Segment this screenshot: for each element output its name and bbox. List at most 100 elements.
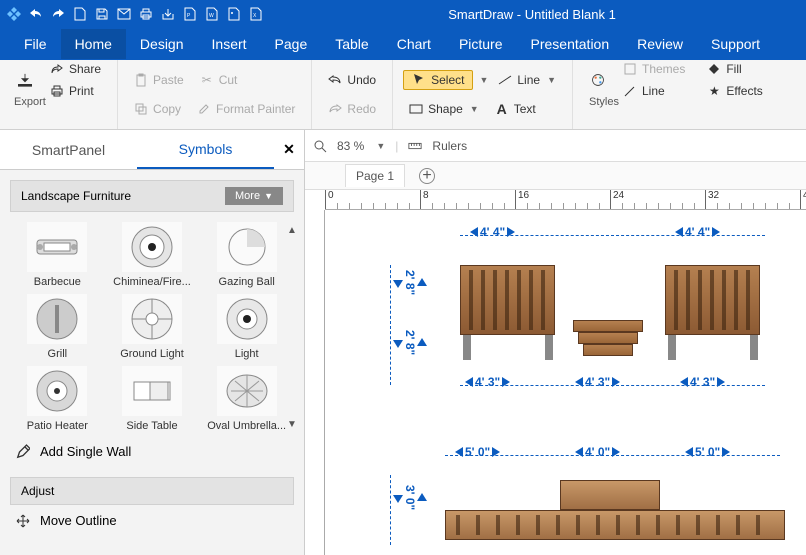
excel-icon[interactable]: X: [248, 6, 264, 22]
symbol-label: Grill: [48, 348, 68, 360]
scroll-down-icon[interactable]: ▼: [284, 416, 300, 432]
export-label: Export: [14, 96, 107, 108]
symbol-light[interactable]: Light: [199, 294, 294, 360]
cut-label: Cut: [219, 73, 238, 87]
ribbon-group-file: Share Print Export: [0, 60, 118, 129]
select-caret[interactable]: ▼: [479, 75, 488, 85]
dim-line: [390, 265, 391, 385]
share-button[interactable]: Share: [44, 59, 107, 79]
tab-smartpanel[interactable]: SmartPanel: [0, 130, 137, 169]
close-panel-button[interactable]: ✕: [274, 130, 304, 169]
undo-button[interactable]: Undo: [322, 70, 382, 90]
dim-line: [390, 475, 391, 545]
pencil-icon: [16, 445, 30, 459]
tab-symbols[interactable]: Symbols: [137, 130, 274, 169]
select-button[interactable]: Select: [403, 70, 473, 90]
share-icon: [50, 62, 64, 76]
shape-label: Shape: [428, 102, 463, 116]
smartpanel-tabs: SmartPanel Symbols ✕: [0, 130, 304, 170]
undo-label: Undo: [347, 73, 376, 87]
line-tool-button[interactable]: Line▼: [492, 70, 562, 90]
print-icon[interactable]: [138, 6, 154, 22]
symbol-grill[interactable]: Grill: [10, 294, 105, 360]
menu-home[interactable]: Home: [61, 29, 126, 59]
dim-5-0-2: 5' 0": [685, 445, 730, 459]
rulers-label[interactable]: Rulers: [432, 139, 467, 153]
symbol-barbecue[interactable]: Barbecue: [10, 222, 105, 288]
menu-insert[interactable]: Insert: [198, 29, 261, 59]
zoom-icon[interactable]: [313, 139, 327, 153]
deck-leg: [545, 335, 553, 360]
menu-support[interactable]: Support: [697, 29, 774, 59]
fill-button[interactable]: Fill: [701, 59, 768, 79]
symbol-label: Oval Umbrella...: [207, 420, 286, 432]
dim-2-8-top: 2' 8": [393, 270, 427, 295]
mail-icon[interactable]: [116, 6, 132, 22]
copy-button[interactable]: Copy: [128, 99, 187, 119]
word-icon[interactable]: W: [204, 6, 220, 22]
drawing-canvas[interactable]: 4' 4" 4' 4" 2' 8" 2' 8": [325, 210, 806, 555]
page-tab-1[interactable]: Page 1: [345, 164, 405, 187]
symbol-icon: [27, 222, 87, 272]
menu-presentation[interactable]: Presentation: [517, 29, 624, 59]
fill-label: Fill: [726, 62, 741, 76]
rulers-icon[interactable]: [408, 139, 422, 153]
workspace: SmartPanel Symbols ✕ Landscape Furniture…: [0, 130, 806, 555]
menu-page[interactable]: Page: [261, 29, 322, 59]
menu-picture[interactable]: Picture: [445, 29, 517, 59]
export-button[interactable]: [10, 69, 40, 91]
select-label: Select: [431, 73, 464, 87]
ribbon: Share Print Export Paste ✂Cut Copy Forma…: [0, 60, 806, 130]
cursor-icon: [412, 73, 426, 87]
add-page-button[interactable]: +: [419, 168, 435, 184]
symbol-patio-heater[interactable]: Patio Heater: [10, 366, 105, 432]
cut-button[interactable]: ✂Cut: [194, 70, 244, 90]
symbol-ground-light[interactable]: Ground Light: [105, 294, 200, 360]
format-painter-button[interactable]: Format Painter: [191, 99, 301, 119]
pdf-icon[interactable]: P: [182, 6, 198, 22]
line-label: Line: [517, 73, 540, 87]
zoom-value[interactable]: 83 %: [337, 139, 364, 153]
share-label: Share: [69, 62, 101, 76]
image-icon[interactable]: [226, 6, 242, 22]
menu-file[interactable]: File: [10, 29, 61, 59]
redo-icon[interactable]: [50, 6, 66, 22]
category-label: Landscape Furniture: [21, 189, 131, 203]
ribbon-group-style: Themes Line Fill ★Effects Styles: [573, 60, 779, 129]
symbol-label: Side Table: [126, 420, 177, 432]
undo-icon[interactable]: [28, 6, 44, 22]
add-wall-button[interactable]: Add Single Wall: [10, 432, 294, 471]
menu-bar: FileHomeDesignInsertPageTableChartPictur…: [0, 28, 806, 60]
themes-button[interactable]: Themes: [617, 59, 691, 79]
download-icon: [18, 73, 32, 87]
move-outline-button[interactable]: Move Outline: [10, 505, 294, 540]
menu-design[interactable]: Design: [126, 29, 198, 59]
symbol-chiminea-fire-[interactable]: Chiminea/Fire...: [105, 222, 200, 288]
redo-button[interactable]: Redo: [322, 99, 382, 119]
undo-arrow-icon: [328, 73, 342, 87]
new-icon[interactable]: [72, 6, 88, 22]
brush-icon: [197, 102, 211, 116]
shape-button[interactable]: Shape▼: [403, 99, 485, 119]
menu-chart[interactable]: Chart: [383, 29, 445, 59]
smartpanel-body: Landscape Furniture More ▼ ▲ ▼ BarbecueC…: [0, 170, 304, 555]
menu-table[interactable]: Table: [321, 29, 382, 59]
symbol-gazing-ball[interactable]: Gazing Ball: [199, 222, 294, 288]
more-button[interactable]: More ▼: [225, 187, 283, 205]
save-icon[interactable]: [94, 6, 110, 22]
paste-button[interactable]: Paste: [128, 70, 190, 90]
symbol-side-table[interactable]: Side Table: [105, 366, 200, 432]
styles-button[interactable]: [583, 69, 613, 91]
text-button[interactable]: AText: [489, 99, 542, 119]
symbol-grid: ▲ ▼ BarbecueChiminea/Fire...Gazing BallG…: [10, 222, 294, 432]
dim-2-8-bot: 2' 8": [393, 330, 427, 355]
symbol-oval-umbrella-[interactable]: Oval Umbrella...: [199, 366, 294, 432]
zoom-caret[interactable]: ▼: [376, 141, 385, 151]
app-logo-icon: [6, 6, 22, 22]
export-icon[interactable]: [160, 6, 176, 22]
dim-4-3-1: 4' 3": [465, 375, 510, 389]
symbol-icon: [217, 222, 277, 272]
add-wall-label: Add Single Wall: [40, 444, 131, 459]
menu-review[interactable]: Review: [623, 29, 697, 59]
scroll-up-icon[interactable]: ▲: [284, 222, 300, 238]
